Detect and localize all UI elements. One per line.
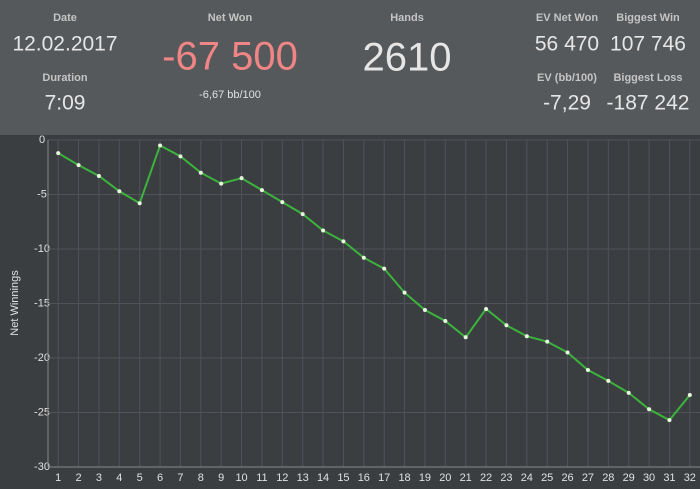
y-axis-label: Net Winnings [9, 270, 21, 336]
data-point [219, 181, 224, 186]
biggest-loss-value: -187 242 [607, 92, 690, 115]
data-line [57, 144, 691, 422]
data-point [463, 335, 468, 340]
data-point [117, 189, 122, 194]
duration-value: 7:09 [45, 92, 86, 115]
ev-net-won-value: 56 470 [535, 33, 599, 56]
x-tick-label: 11 [256, 472, 267, 484]
data-point [56, 151, 61, 156]
data-point [606, 378, 611, 383]
data-point [137, 201, 142, 206]
x-tick-label: 16 [358, 472, 370, 484]
biggest-win-label: Biggest Win [616, 12, 680, 24]
x-tick-label: 19 [419, 472, 431, 484]
data-point [443, 318, 448, 323]
net-won-value: -67 500 [162, 35, 298, 79]
hands-value: 2610 [363, 36, 452, 80]
data-point [667, 418, 672, 423]
duration-label: Duration [42, 72, 88, 84]
x-tick-label: 5 [137, 472, 143, 484]
data-point [524, 334, 529, 339]
x-tick-label: 22 [480, 472, 492, 484]
date-label: Date [53, 12, 77, 24]
date-value: 12.02.2017 [12, 33, 117, 56]
data-point [382, 266, 387, 271]
x-tick-label: 12 [276, 472, 288, 484]
x-tick-label: 8 [198, 472, 204, 484]
x-tick-label: 30 [643, 472, 655, 484]
x-tick-label: 21 [460, 472, 472, 484]
y-tick-label: -20 [34, 352, 50, 364]
data-point [239, 176, 244, 181]
header-panel [0, 0, 700, 135]
x-tick-label: 26 [561, 472, 573, 484]
x-tick-label: 14 [317, 472, 329, 484]
data-point [198, 170, 203, 175]
data-point [402, 290, 407, 295]
x-tick-label: 15 [337, 472, 349, 484]
data-point [76, 163, 81, 168]
y-tick-label: -25 [34, 406, 50, 418]
y-tick-label: -15 [34, 297, 50, 309]
data-point [565, 350, 570, 355]
data-point [545, 339, 550, 344]
ev-bb-value: -7,29 [543, 92, 591, 115]
net-won-label: Net Won [208, 12, 253, 24]
data-point [341, 239, 346, 244]
x-tick-label: 25 [541, 472, 553, 484]
data-point [687, 393, 692, 398]
x-tick-label: 1 [55, 472, 61, 484]
x-tick-label: 10 [235, 472, 247, 484]
x-tick-label: 20 [439, 472, 451, 484]
biggest-win-value: 107 746 [610, 33, 686, 56]
x-tick-label: 3 [96, 472, 102, 484]
data-point [280, 200, 285, 205]
chart-panel [0, 135, 700, 489]
y-tick-label: -10 [34, 243, 50, 255]
hands-label: Hands [390, 12, 424, 24]
x-tick-label: 9 [218, 472, 224, 484]
y-tick-label: -5 [37, 188, 47, 200]
x-tick-label: 4 [116, 472, 122, 484]
x-tick-label: 23 [500, 472, 512, 484]
x-tick-label: 13 [297, 472, 309, 484]
data-point [178, 154, 183, 159]
data-point [647, 407, 652, 412]
x-tick-label: 6 [157, 472, 163, 484]
x-tick-label: 7 [177, 472, 183, 484]
x-tick-label: 17 [378, 472, 390, 484]
y-tick-label: -30 [34, 461, 50, 473]
data-point [96, 173, 101, 178]
data-point [484, 306, 489, 311]
data-point [321, 228, 326, 233]
y-tick-label: 0 [39, 134, 45, 146]
data-point [300, 212, 305, 217]
x-tick-label: 31 [663, 472, 675, 484]
net-won-sub: -6,67 bb/100 [199, 89, 261, 101]
data-point [361, 255, 366, 260]
x-tick-label: 32 [684, 472, 696, 484]
data-point [626, 390, 631, 395]
x-tick-label: 18 [398, 472, 410, 484]
data-point [259, 188, 264, 193]
data-point [585, 367, 590, 372]
x-tick-label: 29 [623, 472, 635, 484]
biggest-loss-label: Biggest Loss [613, 72, 682, 84]
x-tick-label: 28 [602, 472, 614, 484]
x-tick-label: 24 [521, 472, 533, 484]
ev-bb-label: EV (bb/100) [537, 72, 597, 84]
x-tick-label: 2 [76, 472, 82, 484]
data-point [158, 143, 163, 148]
data-point [504, 323, 509, 328]
ev-net-won-label: EV Net Won [536, 12, 598, 24]
data-point [422, 308, 427, 313]
x-tick-label: 27 [582, 472, 594, 484]
